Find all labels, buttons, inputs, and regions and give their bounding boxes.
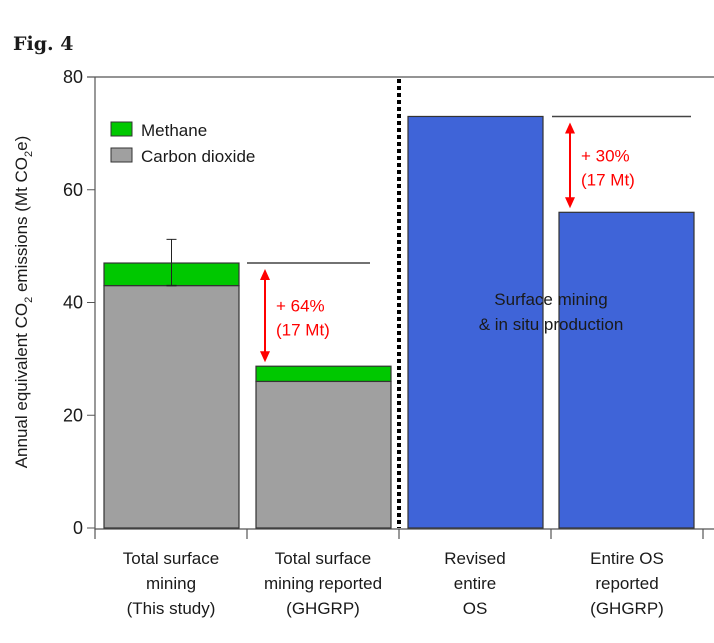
x-category-label: (This study): [127, 599, 216, 618]
bar-surface-mining-in-situ-production-3: [407, 115, 544, 529]
y-tick-label: 20: [63, 405, 83, 425]
y-tick-label: 60: [63, 180, 83, 200]
bar-methane-2: [255, 365, 392, 383]
y-tick-label: 40: [63, 293, 83, 313]
y-tick-label: 80: [63, 67, 83, 87]
legend-label: Methane: [141, 121, 207, 140]
red-arrow-head-down: [260, 351, 270, 363]
red-arrow-head-down: [565, 197, 575, 209]
annotation-amount: (17 Mt): [276, 321, 330, 340]
x-category-label: entire: [454, 574, 497, 593]
x-category-label: reported: [595, 574, 658, 593]
x-category-label: mining reported: [264, 574, 382, 593]
red-arrow-head-up: [565, 122, 575, 134]
x-category-label: Total surface: [275, 549, 371, 568]
x-category-label: mining: [146, 574, 196, 593]
figure-label: Fig. 4: [13, 33, 74, 55]
y-tick-label: 0: [73, 518, 83, 538]
x-category-label: OS: [463, 599, 488, 618]
annotation-amount: (17 Mt): [581, 170, 635, 189]
red-arrow-head-up: [260, 269, 270, 281]
annotation-percent: + 30%: [581, 146, 630, 165]
y-axis-label: Annual equivalent CO2 emissions (Mt CO2e…: [12, 136, 35, 469]
bar-carbon-dioxide-2: [255, 380, 392, 529]
bar-carbon-dioxide-1: [103, 284, 240, 529]
legend-label: Carbon dioxide: [141, 147, 255, 166]
bar-surface-mining-in-situ-production-4: [558, 211, 695, 529]
x-category-label: Entire OS: [590, 549, 664, 568]
legend-swatch: [110, 121, 133, 137]
annotation-percent: + 64%: [276, 297, 325, 316]
x-category-label: (GHGRP): [286, 599, 360, 618]
x-category-label: Total surface: [123, 549, 219, 568]
legend-swatch: [110, 147, 133, 163]
x-category-label: Revised: [444, 549, 505, 568]
x-category-label: (GHGRP): [590, 599, 664, 618]
bar-overlay-text: & in situ production: [479, 315, 624, 334]
bar-overlay-text: Surface mining: [494, 290, 607, 309]
